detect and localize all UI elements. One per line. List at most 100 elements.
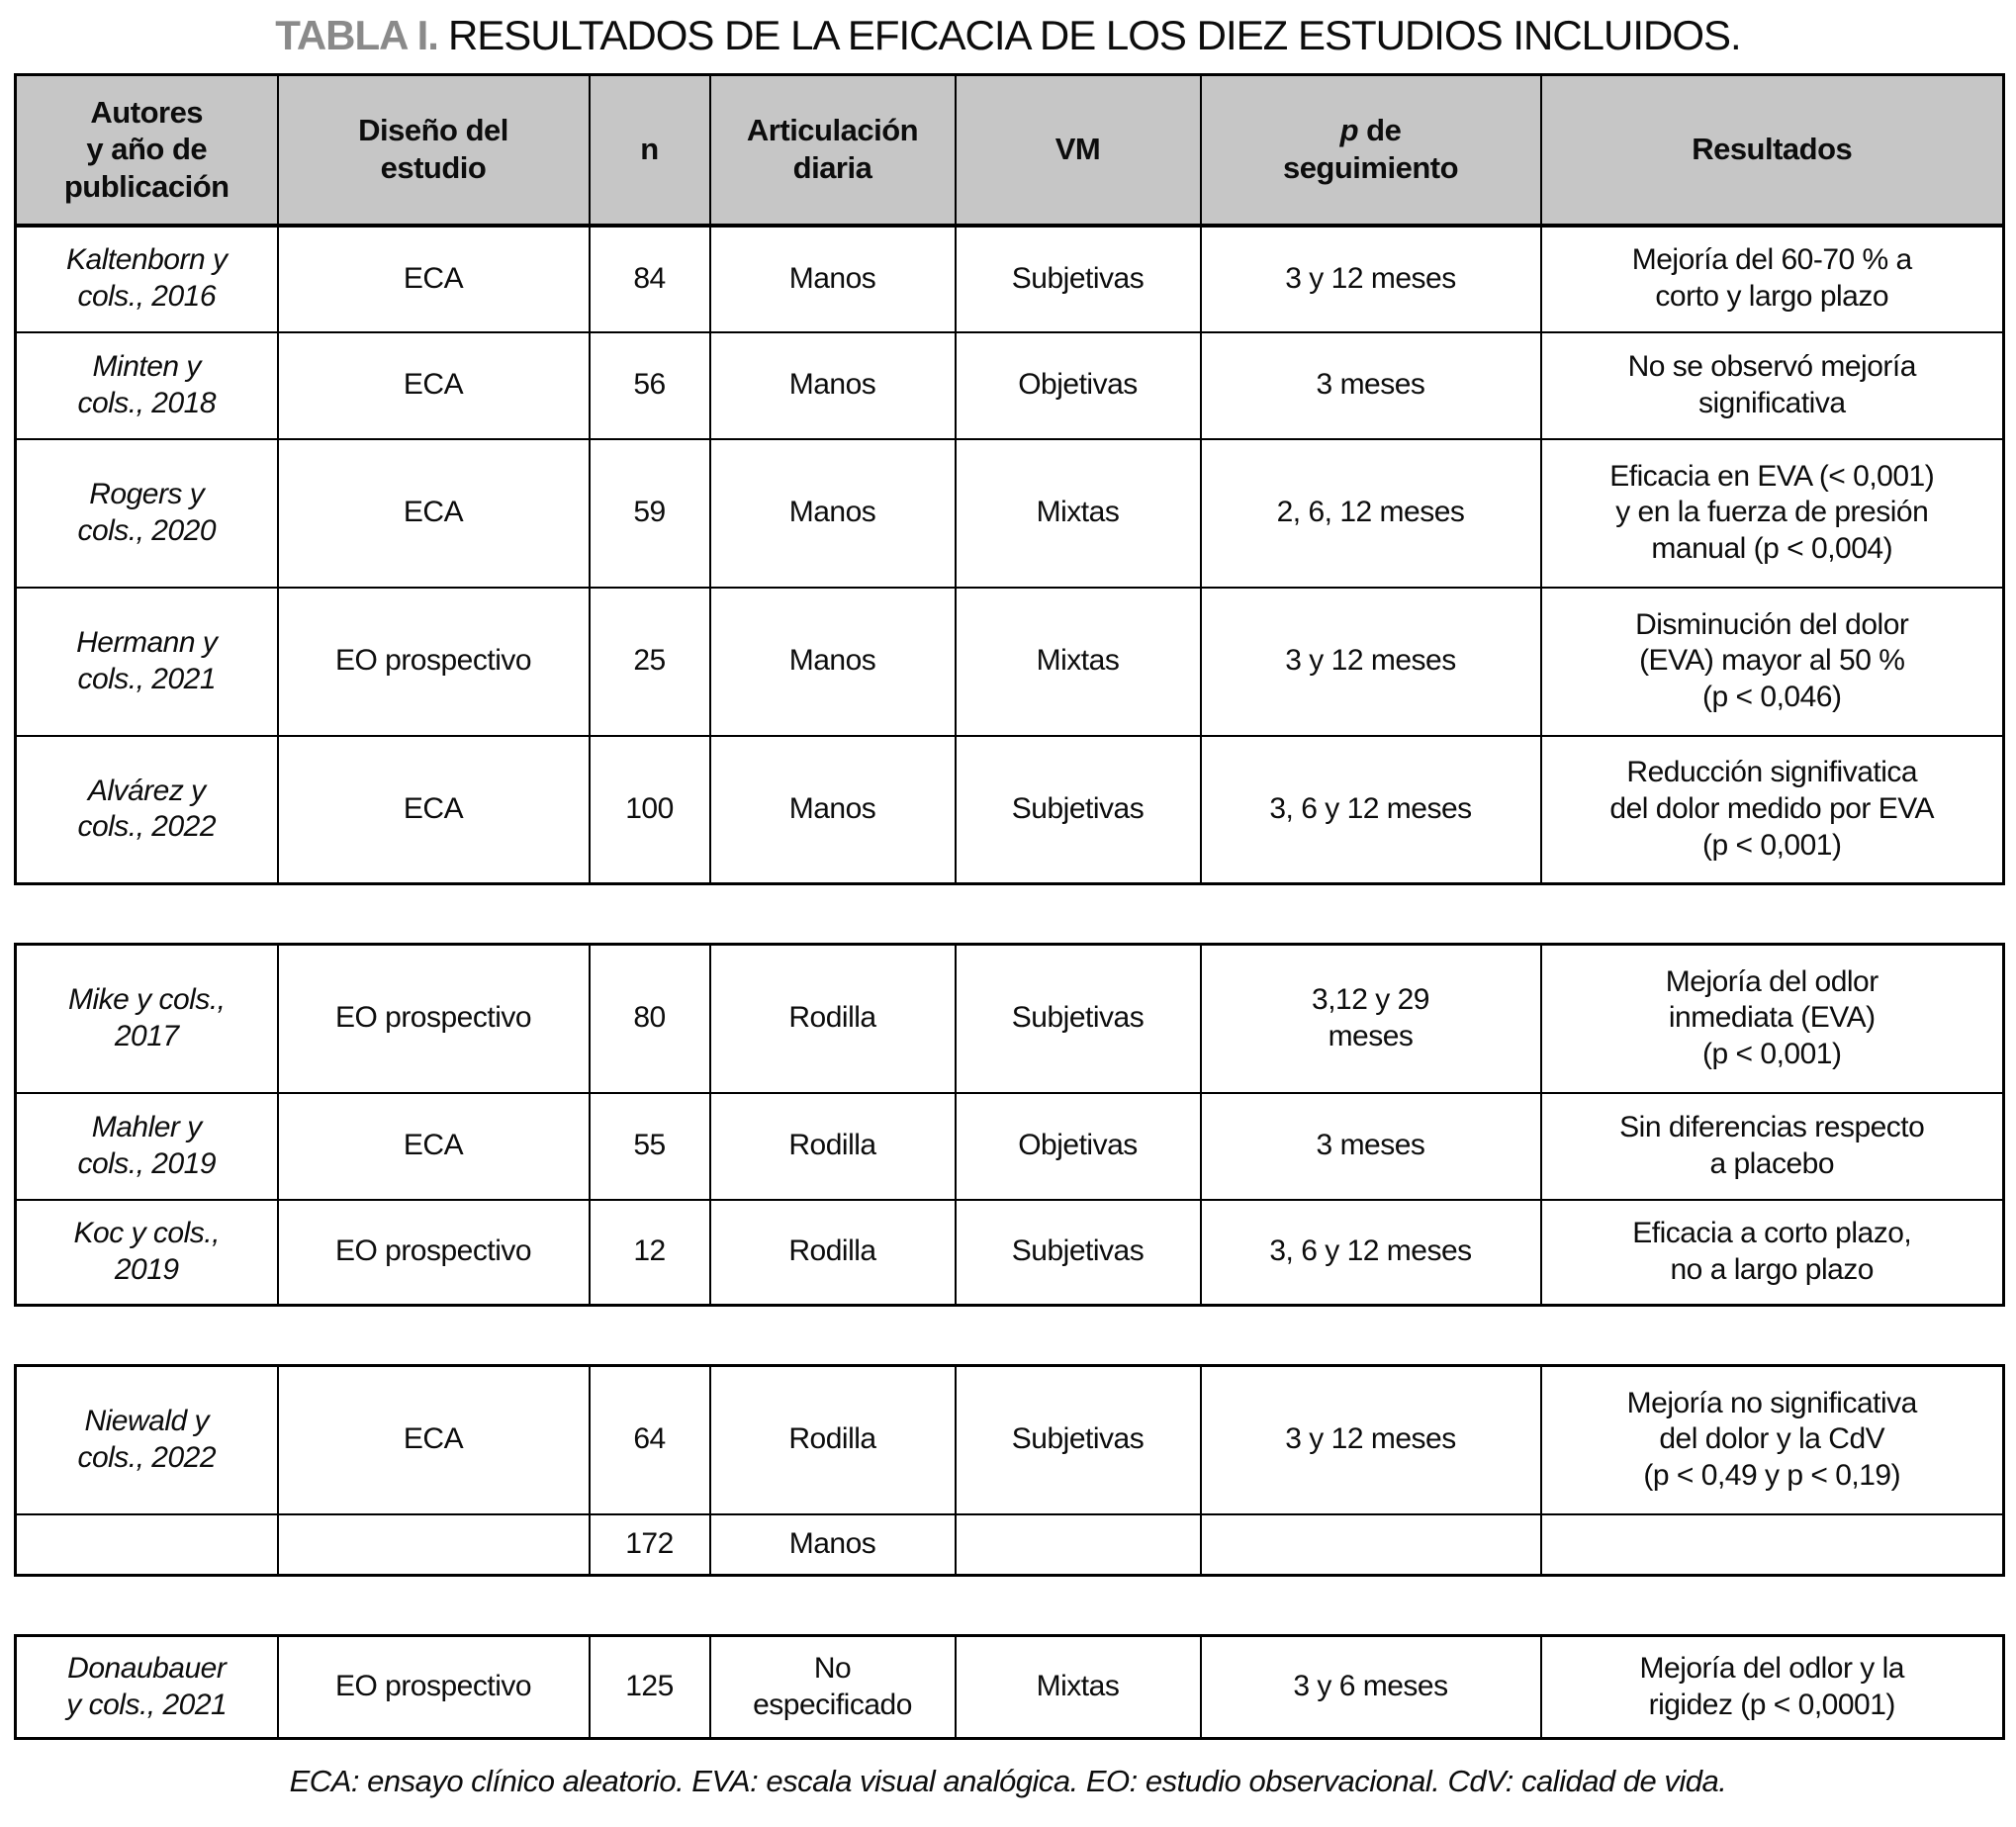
vm-cell: Subjetivas: [954, 224, 1202, 333]
column-header-resultados: Resultados: [1539, 73, 2005, 228]
followup-cell: 2, 6, 12 meses: [1199, 437, 1542, 589]
vm-cell: Mixtas: [954, 1634, 1202, 1740]
n-cell: 56: [588, 330, 711, 440]
results-cell: Eficacia a corto plazo, no a largo plazo: [1539, 1198, 2005, 1307]
table-row: Mike y cols., 2017 EO prospectivo 80 Rod…: [14, 943, 2005, 1094]
vm-cell: Subjetivas: [954, 734, 1202, 885]
column-header-n: n: [588, 73, 711, 228]
table-row: Alvárez y cols., 2022 ECA 100 Manos Subj…: [14, 734, 2005, 885]
n-cell: 80: [588, 943, 711, 1094]
vm-cell: Objetivas: [954, 330, 1202, 440]
table-row: Donaubauer y cols., 2021 EO prospectivo …: [14, 1634, 2005, 1740]
vm-cell: Mixtas: [954, 437, 1202, 589]
author-cell: Alvárez y cols., 2022: [14, 734, 279, 885]
followup-cell: 3, 6 y 12 meses: [1199, 734, 1542, 885]
design-cell: EO prospectivo: [276, 1198, 591, 1307]
joint-cell: Rodilla: [708, 1364, 957, 1515]
results-table-section-4: Donaubauer y cols., 2021 EO prospectivo …: [14, 1634, 2005, 1740]
design-cell: ECA: [276, 1364, 591, 1515]
table-row: Hermann y cols., 2021 EO prospectivo 25 …: [14, 586, 2005, 737]
design-cell: ECA: [276, 330, 591, 440]
author-cell: Kaltenborn y cols., 2016: [14, 224, 279, 333]
table-row: Mahler y cols., 2019 ECA 55 Rodilla Obje…: [14, 1091, 2005, 1201]
results-table-section-3: Niewald y cols., 2022 ECA 64 Rodilla Sub…: [14, 1364, 2005, 1577]
joint-cell: Rodilla: [708, 943, 957, 1094]
table-row: Kaltenborn y cols., 2016 ECA 84 Manos Su…: [14, 224, 2005, 333]
n-cell: 25: [588, 586, 711, 737]
joint-cell: Manos: [708, 330, 957, 440]
followup-cell: 3, 6 y 12 meses: [1199, 1198, 1542, 1307]
vm-cell: Mixtas: [954, 586, 1202, 737]
results-cell: Mejoría no significativa del dolor y la …: [1539, 1364, 2005, 1515]
followup-cell: 3 meses: [1199, 330, 1542, 440]
vm-cell: Subjetivas: [954, 1364, 1202, 1515]
joint-cell: No especificado: [708, 1634, 957, 1740]
joint-cell: Manos: [708, 586, 957, 737]
table-title-text: RESULTADOS DE LA EFICACIA DE LOS DIEZ ES…: [447, 12, 1742, 58]
n-cell: 125: [588, 1634, 711, 1740]
author-cell: Koc y cols., 2019: [14, 1198, 279, 1307]
joint-cell: Rodilla: [708, 1091, 957, 1201]
joint-cell: Manos: [708, 1512, 957, 1577]
table-row: Niewald y cols., 2022 ECA 64 Rodilla Sub…: [14, 1364, 2005, 1515]
table-number-label: TABLA I.: [275, 12, 439, 58]
results-cell: Eficacia en EVA (< 0,001) y en la fuerza…: [1539, 437, 2005, 589]
results-table-section-1: Autores y año de publicación Diseño del …: [14, 73, 2005, 885]
results-cell: Disminución del dolor (EVA) mayor al 50 …: [1539, 586, 2005, 737]
design-cell: EO prospectivo: [276, 586, 591, 737]
header-row: Autores y año de publicación Diseño del …: [14, 73, 2005, 228]
n-cell: 64: [588, 1364, 711, 1515]
n-cell: 100: [588, 734, 711, 885]
n-cell: 84: [588, 224, 711, 333]
vm-cell: Subjetivas: [954, 943, 1202, 1094]
n-cell: 12: [588, 1198, 711, 1307]
column-header-articulacion: Articulación diaria: [708, 73, 957, 228]
author-cell: Hermann y cols., 2021: [14, 586, 279, 737]
design-cell: ECA: [276, 437, 591, 589]
design-cell: ECA: [276, 734, 591, 885]
joint-cell: Manos: [708, 437, 957, 589]
author-cell: Niewald y cols., 2022: [14, 1364, 279, 1515]
results-cell: [1539, 1512, 2005, 1577]
vm-cell: Objetivas: [954, 1091, 1202, 1201]
table-row: Koc y cols., 2019 EO prospectivo 12 Rodi…: [14, 1198, 2005, 1307]
design-cell: EO prospectivo: [276, 943, 591, 1094]
author-cell: Mike y cols., 2017: [14, 943, 279, 1094]
design-cell: EO prospectivo: [276, 1634, 591, 1740]
column-header-p-seguimiento: p de seguimiento: [1199, 73, 1542, 228]
table-row: Rogers y cols., 2020 ECA 59 Manos Mixtas…: [14, 437, 2005, 589]
results-table-section-2: Mike y cols., 2017 EO prospectivo 80 Rod…: [14, 943, 2005, 1307]
abbreviations-footnote: ECA: ensayo clínico aleatorio. EVA: esca…: [289, 1764, 1727, 1798]
results-cell: Mejoría del odlor y la rigidez (p < 0,00…: [1539, 1634, 2005, 1740]
vm-cell: Subjetivas: [954, 1198, 1202, 1307]
author-cell: [14, 1512, 279, 1577]
followup-cell: 3 y 12 meses: [1199, 1364, 1542, 1515]
author-cell: Donaubauer y cols., 2021: [14, 1634, 279, 1740]
followup-cell: 3 y 12 meses: [1199, 586, 1542, 737]
author-cell: Mahler y cols., 2019: [14, 1091, 279, 1201]
results-cell: Mejoría del 60-70 % a corto y largo plaz…: [1539, 224, 2005, 333]
results-cell: Mejoría del odlor inmediata (EVA) (p < 0…: [1539, 943, 2005, 1094]
followup-cell: [1199, 1512, 1542, 1577]
joint-cell: Manos: [708, 224, 957, 333]
results-cell: No se observó mejoría significativa: [1539, 330, 2005, 440]
author-cell: Rogers y cols., 2020: [14, 437, 279, 589]
n-cell: 172: [588, 1512, 711, 1577]
column-header-vm: VM: [954, 73, 1202, 228]
author-cell: Minten y cols., 2018: [14, 330, 279, 440]
followup-cell: 3 y 6 meses: [1199, 1634, 1542, 1740]
column-header-diseno: Diseño del estudio: [276, 73, 591, 228]
results-cell: Reducción signifivatica del dolor medido…: [1539, 734, 2005, 885]
results-cell: Sin diferencias respecto a placebo: [1539, 1091, 2005, 1201]
followup-cell: 3,12 y 29 meses: [1199, 943, 1542, 1094]
table-row-subtotal: 172 Manos: [14, 1512, 2005, 1577]
design-cell: ECA: [276, 1091, 591, 1201]
design-cell: [276, 1512, 591, 1577]
vm-cell: [954, 1512, 1202, 1577]
design-cell: ECA: [276, 224, 591, 333]
n-cell: 55: [588, 1091, 711, 1201]
joint-cell: Rodilla: [708, 1198, 957, 1307]
table-row: Minten y cols., 2018 ECA 56 Manos Objeti…: [14, 330, 2005, 440]
followup-cell: 3 y 12 meses: [1199, 224, 1542, 333]
